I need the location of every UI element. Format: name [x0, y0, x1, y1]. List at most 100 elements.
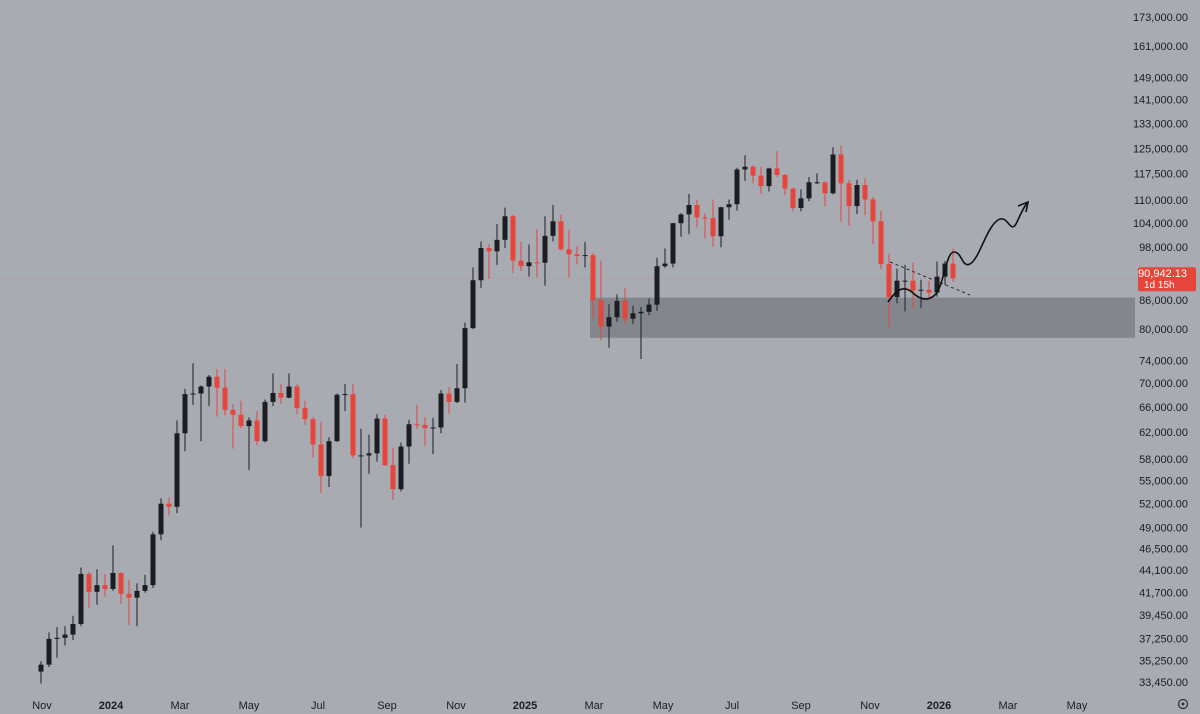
candle-body: [462, 328, 468, 389]
x-tick-label: 2025: [513, 700, 537, 712]
candle-body: [790, 188, 796, 208]
x-tick-label: Mar: [171, 700, 190, 712]
candle-body: [854, 185, 860, 207]
y-tick-label: 133,000.00: [1133, 118, 1188, 130]
arrow-head: [1017, 200, 1030, 213]
x-tick-label: 2026: [927, 700, 951, 712]
candle-body: [774, 168, 780, 175]
candle-body: [438, 393, 444, 428]
y-tick-label: 49,000.00: [1139, 522, 1188, 534]
candle-body: [950, 263, 956, 279]
candle-body: [302, 407, 308, 420]
y-tick-label: 66,000.00: [1139, 402, 1188, 414]
candle-body: [342, 394, 348, 396]
gear-center: [1181, 702, 1185, 706]
candle-body: [526, 262, 532, 267]
candle-body: [638, 311, 644, 314]
y-tick-label: 173,000.00: [1133, 12, 1188, 24]
candle-body: [606, 317, 612, 327]
candle-body: [374, 418, 380, 454]
gear[interactable]: [1177, 698, 1189, 710]
y-tick-label: 86,000.00: [1139, 295, 1188, 307]
candle-body: [318, 444, 324, 476]
x-tick-label: Jul: [725, 700, 739, 712]
candle-body: [214, 376, 220, 388]
candle-body: [54, 637, 60, 639]
candle-body: [246, 420, 252, 427]
x-tick-label: Nov: [32, 700, 52, 712]
candle-body: [478, 248, 484, 281]
y-tick-label: 70,000.00: [1139, 378, 1188, 390]
candle-body: [878, 221, 884, 265]
y-tick-label: 52,000.00: [1139, 498, 1188, 510]
candle-body: [230, 409, 236, 415]
candle-body: [38, 664, 44, 672]
candle-body: [430, 427, 436, 429]
candle-body: [150, 534, 156, 586]
candle-body: [822, 182, 828, 194]
candle-body: [198, 386, 204, 394]
candle-body: [406, 424, 412, 447]
x-tick-label: May: [239, 700, 260, 712]
candle-body: [134, 590, 140, 598]
candle-body: [510, 216, 516, 261]
candle-body: [742, 166, 748, 170]
candle-body: [934, 276, 940, 293]
candle-body: [254, 420, 260, 442]
candle-body: [446, 393, 452, 402]
candle-body: [830, 154, 836, 194]
candle-body: [670, 223, 676, 264]
candle-body: [358, 455, 364, 457]
candle-body: [494, 239, 500, 252]
candle-body: [734, 169, 740, 205]
x-tick-label: Jul: [311, 700, 325, 712]
candle-body: [902, 280, 908, 282]
candle-body: [718, 207, 724, 237]
candle-body: [502, 216, 508, 240]
support-zone: [590, 297, 1135, 338]
candle-body: [398, 446, 404, 490]
candle-body: [798, 198, 804, 208]
countdown-label: 1d 15h: [1144, 280, 1175, 291]
candle-body: [382, 418, 388, 466]
x-tick-label: Nov: [446, 700, 466, 712]
candle-body: [390, 465, 396, 490]
candle-body: [366, 453, 372, 456]
candle-body: [846, 183, 852, 207]
x-tick-label: Mar: [999, 700, 1018, 712]
candle-body: [614, 300, 620, 318]
candle-body: [78, 573, 84, 624]
y-tick-label: 44,100.00: [1139, 565, 1188, 577]
y-tick-label: 149,000.00: [1133, 72, 1188, 84]
x-tick-label: Mar: [585, 700, 604, 712]
y-tick-label: 35,250.00: [1139, 656, 1188, 668]
candle-body: [70, 623, 76, 635]
candle-body: [518, 260, 524, 267]
candle-body: [126, 593, 132, 598]
y-tick-label: 39,450.00: [1139, 610, 1188, 622]
candle-body: [766, 168, 772, 187]
candle-body: [310, 419, 316, 445]
candle-body: [470, 280, 476, 329]
x-tick-label: 2024: [99, 700, 124, 712]
candle-body: [686, 204, 692, 215]
candle-body: [270, 392, 276, 402]
candle-body: [86, 573, 92, 592]
candle-body: [422, 424, 428, 429]
candle-body: [278, 392, 284, 398]
y-tick-label: 46,500.00: [1139, 544, 1188, 556]
candle-body: [862, 185, 868, 200]
candle-body: [726, 204, 732, 208]
y-tick-label: 125,000.00: [1133, 143, 1188, 155]
y-tick-label: 41,700.00: [1139, 588, 1188, 600]
settings-icon[interactable]: [1177, 698, 1189, 710]
candle-body: [662, 263, 668, 267]
candle-body: [894, 280, 900, 298]
y-tick-label: 80,000.00: [1139, 324, 1188, 336]
candle-body: [758, 175, 764, 187]
candle-body: [142, 585, 148, 591]
candle-body: [558, 221, 564, 250]
candle-body: [94, 585, 100, 592]
y-tick-label: 37,250.00: [1139, 633, 1188, 645]
